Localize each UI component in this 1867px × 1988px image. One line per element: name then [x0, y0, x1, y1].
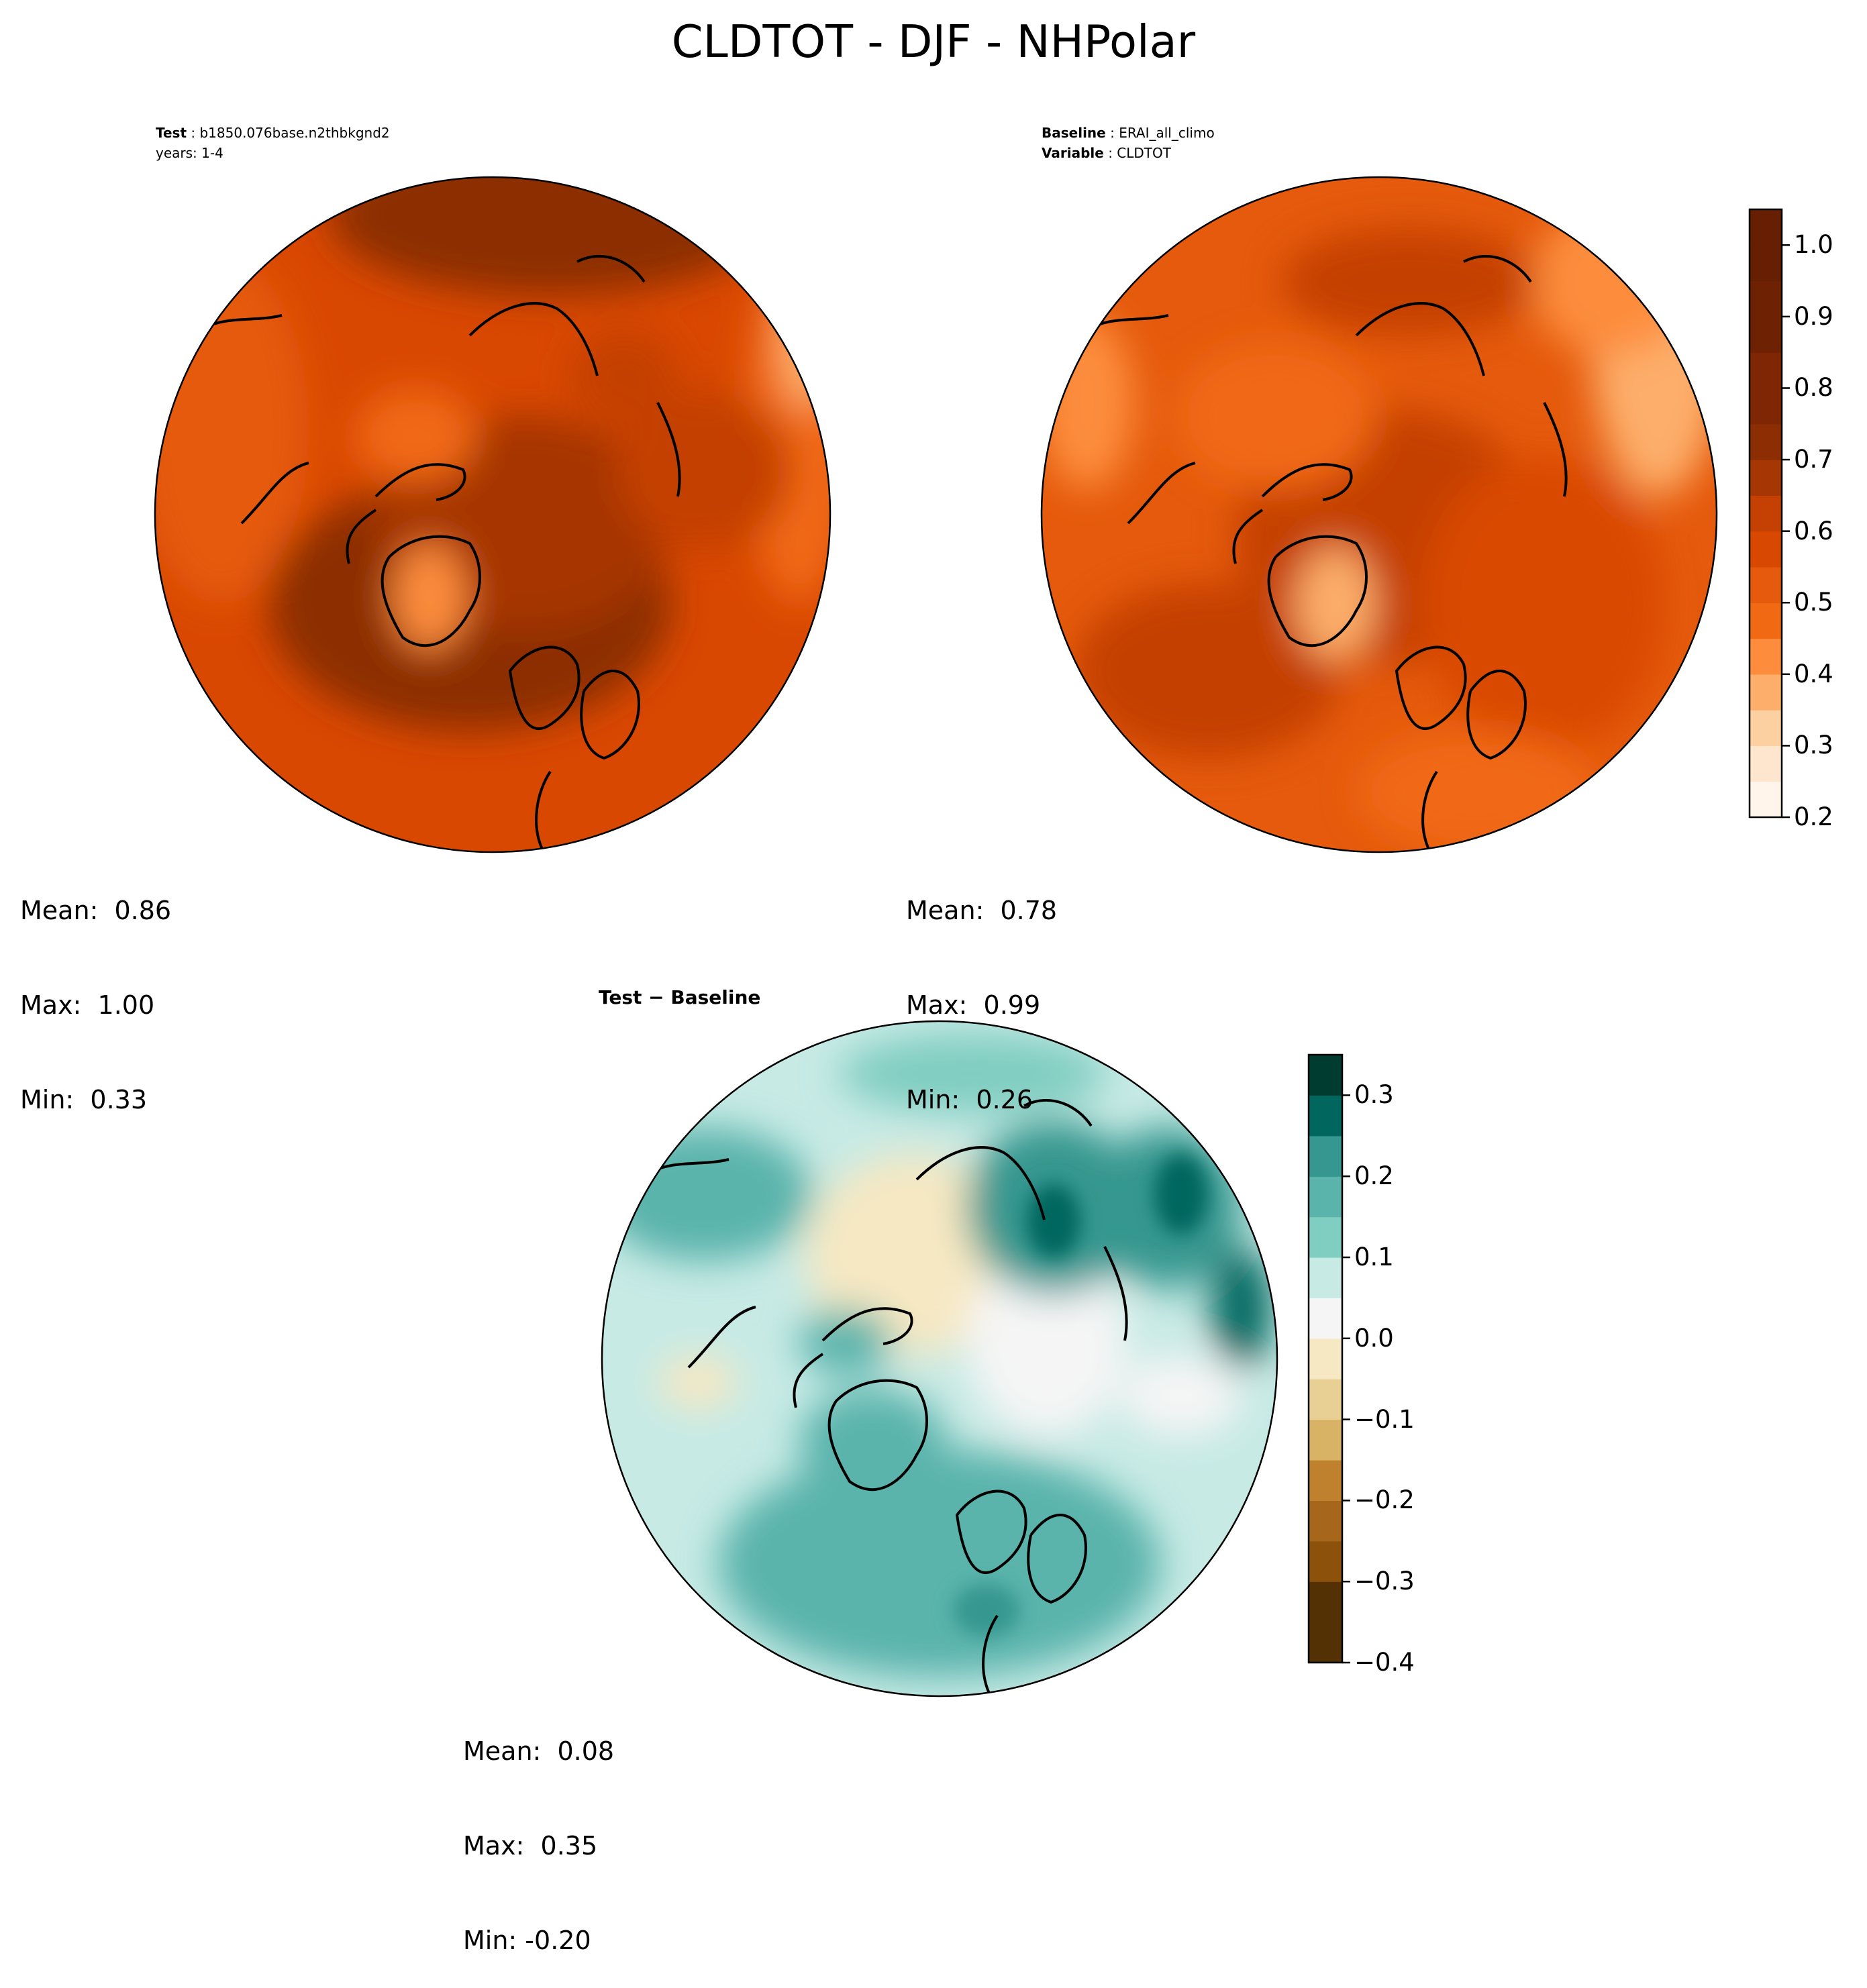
difference-map-field — [602, 1033, 1272, 1677]
colorbar-tick-label: 0.8 — [1794, 373, 1833, 403]
test-map — [154, 176, 831, 853]
colorbar-segment — [1750, 316, 1782, 353]
colorbar-tick-label: 0.1 — [1354, 1243, 1394, 1271]
colorbar-segment — [1309, 1055, 1342, 1096]
colorbar-segment — [1750, 638, 1782, 675]
colorbar-tick-label: 0.2 — [1794, 802, 1833, 831]
colorbar-segment — [1309, 1419, 1342, 1461]
colorbar-segment — [1309, 1216, 1342, 1258]
colorbar-tick-label: −0.2 — [1354, 1485, 1415, 1515]
colorbar-tick-label: −0.1 — [1354, 1404, 1415, 1434]
colorbar-tick-label: 0.7 — [1794, 445, 1833, 474]
colorbar-segment — [1750, 603, 1782, 639]
baseline-stats: Mean: 0.78 Max: 0.99 Min: 0.26 — [906, 832, 1057, 1147]
colorbar-tick-label: 0.2 — [1354, 1161, 1394, 1191]
colorbar-tick-label: 0.9 — [1794, 301, 1833, 331]
difference-max: Max: 0.35 — [463, 1831, 598, 1861]
baseline-max: Max: 0.99 — [906, 990, 1041, 1020]
colorbar-tick-label: 0.0 — [1354, 1323, 1394, 1353]
colorbar-segment — [1309, 1460, 1342, 1501]
test-map-boundary — [154, 176, 831, 853]
baseline-coastlines — [1087, 255, 1568, 852]
test-stats: Mean: 0.86 Max: 1.00 Min: 0.33 — [20, 832, 171, 1147]
colorbar-segment — [1750, 280, 1782, 317]
colorbar-segment — [1750, 745, 1782, 782]
baseline-label: Baseline — [1042, 125, 1106, 141]
colorbar-tick-label: 0.5 — [1794, 588, 1833, 617]
colorbar-segment — [1309, 1338, 1342, 1379]
colorbar-segment — [1309, 1379, 1342, 1420]
test-coastlines — [201, 255, 681, 852]
colorbar-tick-label: 1.0 — [1794, 230, 1833, 260]
baseline-map-boundary — [1040, 176, 1718, 853]
colorbar-segment — [1750, 531, 1782, 568]
difference-min: Min: -0.20 — [463, 1926, 591, 1955]
colorbar-segment — [1309, 1581, 1342, 1623]
colorbar-tick-label: −0.3 — [1354, 1567, 1415, 1596]
baseline-map — [1040, 176, 1718, 853]
colorbar-tick-label: −0.4 — [1354, 1648, 1415, 1677]
colorbar-segment — [1750, 710, 1782, 747]
colorbar-segment — [1309, 1622, 1342, 1663]
test-label: Test — [156, 125, 187, 141]
baseline-case: ERAI_all_climo — [1119, 125, 1215, 141]
difference-mean: Mean: 0.08 — [463, 1736, 615, 1766]
colorbar-frame — [1748, 208, 1783, 819]
colorbar-segment — [1309, 1540, 1342, 1582]
colorbar-segment — [1309, 1500, 1342, 1542]
baseline-min: Min: 0.26 — [906, 1085, 1033, 1114]
test-mean: Mean: 0.86 — [20, 896, 172, 925]
colorbar-segment — [1750, 460, 1782, 496]
test-header: Test : b1850.076base.n2thbkgnd2 years: 1… — [156, 123, 390, 163]
test-min: Min: 0.33 — [20, 1085, 147, 1114]
colorbar-segment — [1750, 423, 1782, 460]
test-case: b1850.076base.n2thbkgnd2 — [199, 125, 390, 141]
variable-label: Variable — [1042, 145, 1104, 161]
colorbar-segment — [1750, 781, 1782, 818]
test-years: years: 1-4 — [156, 145, 223, 161]
colorbar-tick-label: 0.3 — [1354, 1080, 1394, 1110]
test-max: Max: 1.00 — [20, 990, 155, 1020]
colorbar-frame — [1307, 1053, 1344, 1664]
figure-title: CLDTOT - DJF - NHPolar — [671, 15, 1196, 68]
colorbar-segment — [1750, 209, 1782, 246]
baseline-mean: Mean: 0.78 — [906, 896, 1058, 925]
colorbar-segment — [1750, 245, 1782, 282]
colorbar-segment — [1309, 1176, 1342, 1218]
colorbar-tick-label: 0.3 — [1794, 731, 1833, 760]
colorbar-tick-label: 0.4 — [1794, 659, 1833, 688]
colorbar-tick-label: 0.6 — [1794, 516, 1833, 545]
colorbar-segment — [1750, 674, 1782, 711]
difference-map-boundary — [601, 1020, 1278, 1697]
colorbar-difference — [1307, 1053, 1350, 1664]
colorbar-segment — [1309, 1135, 1342, 1177]
colorbar-segment — [1750, 352, 1782, 389]
difference-map — [601, 1020, 1278, 1697]
difference-stats: Mean: 0.08 Max: 0.35 Min: -0.20 — [463, 1673, 614, 1988]
colorbar-cldtot — [1748, 208, 1790, 819]
difference-title: Test − Baseline — [599, 986, 761, 1008]
colorbar-segment — [1750, 566, 1782, 603]
colorbar-segment — [1750, 495, 1782, 532]
variable-name: CLDTOT — [1117, 145, 1171, 161]
colorbar-segment — [1309, 1298, 1342, 1339]
baseline-header: Baseline : ERAI_all_climo Variable : CLD… — [1042, 125, 1215, 161]
colorbar-segment — [1309, 1257, 1342, 1298]
maps-canvas — [154, 176, 1790, 1697]
colorbar-segment — [1750, 388, 1782, 425]
colorbar-segment — [1309, 1095, 1342, 1137]
